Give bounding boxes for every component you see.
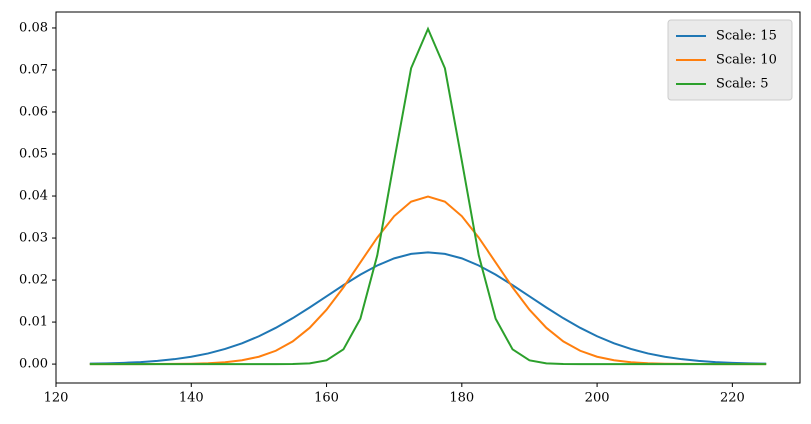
x-tick-label: 120	[44, 391, 69, 406]
y-tick-label: 0.07	[19, 62, 48, 77]
legend-label: Scale: 15	[716, 29, 777, 44]
y-tick-label: 0.02	[19, 273, 48, 288]
x-tick-label: 160	[314, 391, 339, 406]
axes-frame	[55, 11, 801, 384]
x-tick-label: 200	[585, 391, 610, 406]
y-tick-label: 0.01	[19, 315, 48, 330]
y-tick-label: 0.03	[19, 231, 48, 246]
y-tick-label: 0.08	[19, 20, 48, 35]
x-tick-label: 220	[720, 391, 745, 406]
y-tick-label: 0.04	[19, 189, 48, 204]
x-tick-label: 180	[449, 391, 474, 406]
y-tick-label: 0.00	[19, 357, 48, 372]
y-tick-label: 0.05	[19, 147, 48, 162]
line	[89, 26, 767, 366]
legend-label: Scale: 5	[716, 77, 769, 92]
line	[89, 251, 767, 365]
x-tick-label: 140	[179, 391, 204, 406]
line	[89, 195, 767, 366]
legend-label: Scale: 10	[716, 53, 777, 68]
legend-box	[667, 19, 793, 101]
y-tick-label: 0.06	[19, 104, 48, 119]
